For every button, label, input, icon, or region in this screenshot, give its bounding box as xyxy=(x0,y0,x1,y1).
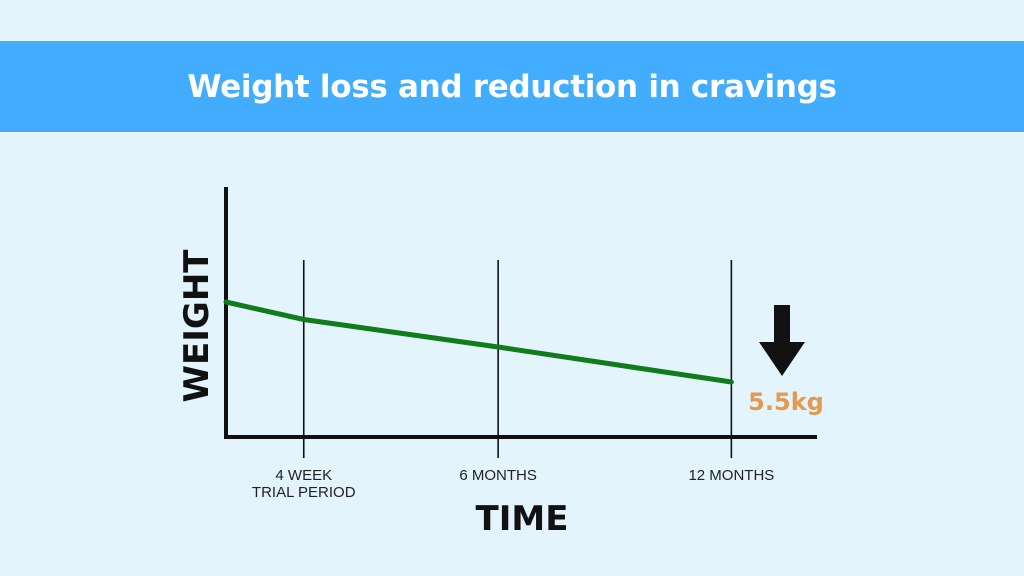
tick-gridlines xyxy=(302,260,733,458)
y-axis-title: WEIGHT xyxy=(177,249,217,403)
x-axis-title: TIME xyxy=(476,499,569,539)
tick-label-2: 12 MONTHS xyxy=(688,467,774,484)
title-banner: Weight loss and reduction in cravings xyxy=(0,41,1024,132)
chart-title: Weight loss and reduction in cravings xyxy=(187,68,837,105)
down-arrow-icon xyxy=(759,305,805,376)
tick-label-0: 4 WEEK xyxy=(275,467,332,484)
tick-label-1: 6 MONTHS xyxy=(459,467,537,484)
weight-trend-line xyxy=(223,299,734,385)
tick-sublabel-0: TRIAL PERIOD xyxy=(252,484,356,501)
weight-loss-label: 5.5kg xyxy=(748,388,824,416)
weight-loss-annotation: 5.5kg xyxy=(748,305,824,416)
